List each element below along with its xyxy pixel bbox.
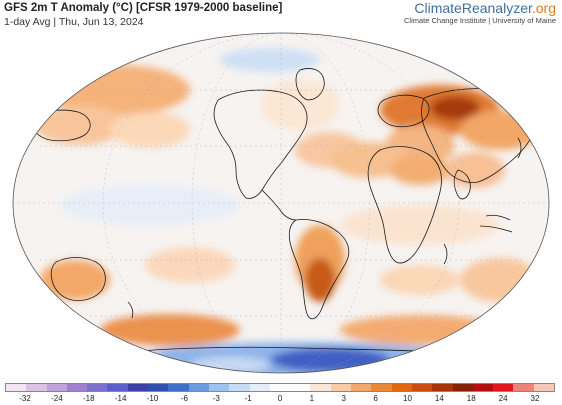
colorbar-tick-label: -1 — [244, 394, 252, 403]
graticule — [13, 33, 549, 373]
colorbar-tick-label: -18 — [82, 394, 95, 403]
map-title: GFS 2m T Anomaly (°C) [CFSR 1979-2000 ba… — [4, 2, 283, 14]
colorbar-segment — [452, 384, 473, 391]
colorbar-segment — [432, 384, 453, 391]
anomaly-map-svg — [12, 32, 550, 374]
japan-outline — [517, 137, 522, 159]
colorbar-segment — [411, 384, 433, 391]
colorbar-tick-label: 0 — [277, 394, 283, 403]
globe-fill — [13, 33, 549, 373]
colorbar-segment — [371, 384, 392, 391]
south-america-outline — [288, 219, 350, 320]
colorbar-ticks: -32 -24 -18 -14 -10 -6 -3 -1 0 1 3 6 10 14 18 24 32 — [5, 394, 555, 405]
colorbar-segment — [351, 384, 372, 391]
colorbar-tick-label: -14 — [114, 394, 127, 403]
colorbar-segment — [208, 384, 230, 391]
colorbar-segment — [148, 384, 169, 391]
australia-outline — [50, 257, 106, 301]
colorbar-tick-label: -32 — [19, 394, 31, 403]
colorbar-tick-label: 6 — [373, 394, 378, 403]
europe-outline — [377, 94, 430, 128]
brand-name-main: ClimateReanalyzer — [414, 0, 532, 16]
north-america-outline — [213, 89, 308, 199]
colorbar-tick-label: -6 — [180, 394, 188, 403]
colorbar — [5, 383, 555, 392]
colorbar-tick-label: 18 — [466, 394, 476, 403]
brand-name-tld: .org — [531, 0, 556, 16]
anomaly-map[interactable] — [0, 30, 562, 376]
colorbar-segment — [107, 384, 128, 391]
colorbar-tick-label: -10 — [146, 394, 159, 403]
colorbar-segment — [6, 384, 27, 391]
brand-name: ClimateReanalyzer.org — [404, 1, 556, 16]
colorbar-tick-label: 24 — [498, 394, 508, 403]
colorbar-tick-label: -24 — [51, 394, 63, 403]
land-outlines — [29, 68, 538, 357]
colorbar-segment — [46, 384, 67, 391]
colorbar-tick-label: 14 — [434, 394, 444, 403]
northeast-asia-outline — [29, 109, 91, 142]
brand-logo[interactable]: ClimateReanalyzer.org Climate Change Ins… — [404, 1, 556, 26]
colorbar-segment — [66, 384, 88, 391]
map-subtitle: 1-day Avg | Thu, Jun 13, 2024 — [4, 16, 144, 28]
colorbar-tick-label: 1 — [309, 394, 315, 403]
colorbar-segment — [188, 384, 209, 391]
colorbar-segment — [168, 384, 189, 391]
colorbar-segment — [229, 384, 250, 391]
globe-border — [12, 32, 550, 374]
colorbar-segment — [310, 384, 331, 391]
colorbar-segment — [127, 384, 149, 391]
colorbar-tick-label: 32 — [530, 394, 540, 403]
colorbar-segment — [330, 384, 352, 391]
central-america-outline — [261, 189, 297, 221]
colorbar-segment — [391, 384, 412, 391]
colorbar-segment — [249, 384, 270, 391]
colorbar-segment — [290, 384, 311, 391]
colorbar-segment — [472, 384, 494, 391]
india-outline — [453, 169, 471, 200]
colorbar-tick-label: 10 — [403, 394, 412, 403]
colorbar-segment — [533, 384, 555, 391]
colorbar-segment — [493, 384, 514, 391]
colorbar-tick-label: -3 — [212, 394, 220, 403]
colorbar-segment — [26, 384, 47, 391]
indonesia-outline — [479, 214, 513, 233]
colorbar-tick-label: 3 — [341, 394, 346, 403]
brand-tagline: Climate Change Institute | University of… — [403, 16, 556, 25]
greenland-outline — [295, 68, 325, 101]
colorbar-segment — [269, 384, 291, 391]
africa-outline — [367, 146, 442, 264]
colorbar-segment — [87, 384, 108, 391]
colorbar-segment — [513, 384, 534, 391]
new-zealand-outline — [127, 301, 134, 319]
madagascar-outline — [443, 243, 448, 265]
